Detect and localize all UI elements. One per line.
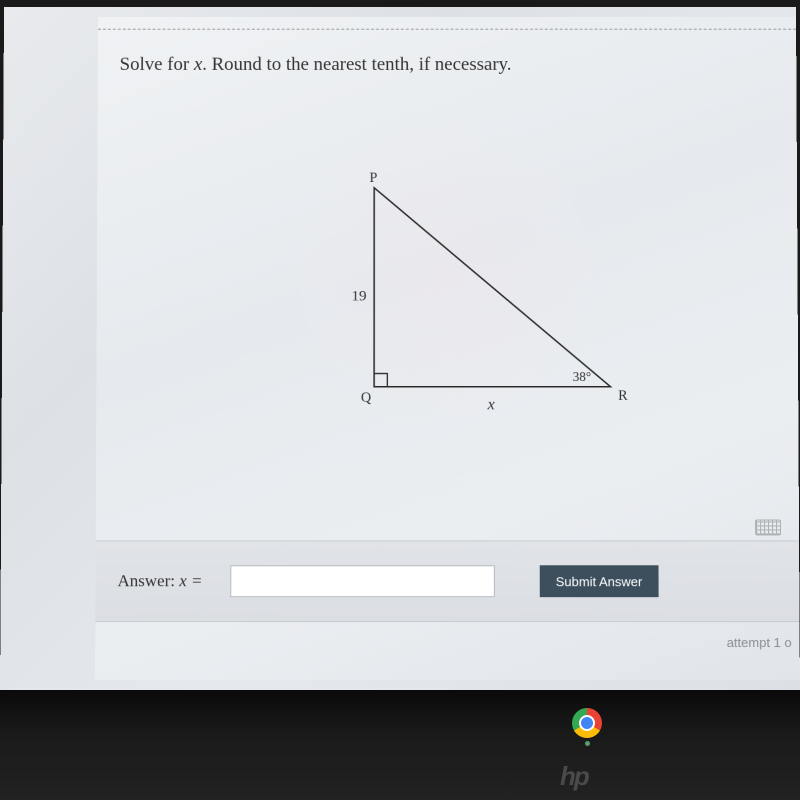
side-pq-label: 19 [351,288,366,304]
vertex-p-label: P [369,170,377,186]
answer-bar: Answer: x = Submit Answer [95,540,799,622]
triangle-figure: P Q R 19 x 38° [261,164,640,431]
answer-equation: x = [179,571,202,590]
hp-logo: hp [560,761,588,792]
side-qr-label: x [487,396,495,413]
question-prompt: Solve for x. Round to the nearest tenth,… [120,54,512,76]
answer-prefix: Answer: [117,571,179,590]
triangle-shape [374,188,610,387]
keyboard-icon[interactable] [755,520,781,536]
question-prefix: Solve for [120,54,194,75]
separator-line [98,29,796,30]
angle-r-label: 38° [573,369,592,384]
right-angle-marker [374,374,387,387]
attempt-counter: attempt 1 o [727,635,792,650]
laptop-bezel: hp [0,690,800,800]
question-suffix: . Round to the nearest tenth, if necessa… [202,54,511,75]
vertex-r-label: R [618,388,628,404]
answer-input[interactable] [230,565,495,597]
chrome-icon[interactable] [572,708,602,738]
vertex-q-label: Q [361,390,371,406]
submit-answer-button[interactable]: Submit Answer [540,565,659,597]
answer-label: Answer: x = [117,571,202,591]
chrome-active-dot [585,741,590,746]
